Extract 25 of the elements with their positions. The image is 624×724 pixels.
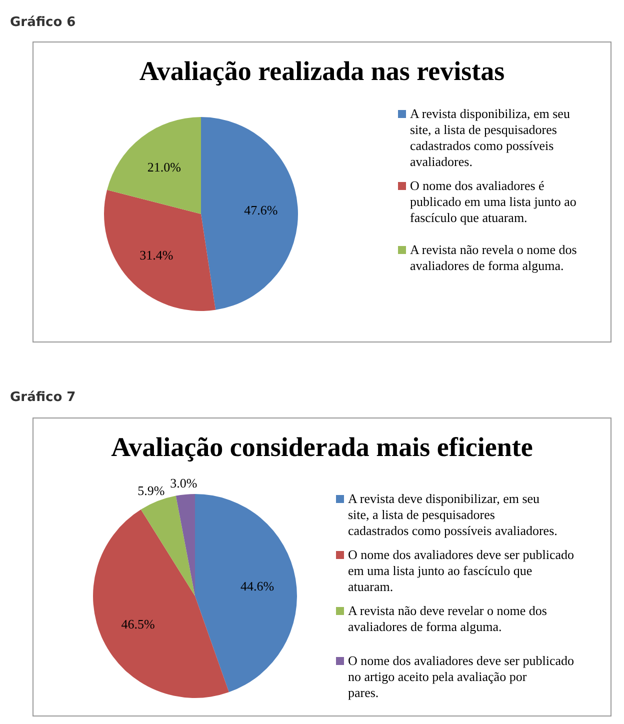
- pie-slice: [140, 496, 195, 596]
- text: Gráfico 7: [10, 390, 76, 405]
- pie-slice: [93, 510, 229, 698]
- data-label: 47.6%: [244, 202, 278, 218]
- legend-label: A revista não revela o nome dos avaliadores de forma alguma.: [410, 242, 577, 273]
- text: Avaliação considerada mais eficiente: [111, 432, 533, 462]
- legend-label: A revista disponibiliza, em seu site, a lista de pesquisadores cadastrados como possíveis avaliadores.: [410, 106, 570, 169]
- data-label: 3.0%: [170, 476, 198, 491]
- legend-label: O nome dos avaliadores deve ser publicado em uma lista junto ao fascículo que atuaram.: [348, 547, 574, 594]
- pie-slice: [176, 494, 195, 596]
- chart-title: Avaliação realizada nas revistas: [139, 56, 505, 86]
- pie-slice: [107, 117, 201, 214]
- data-label: 46.5%: [121, 616, 155, 632]
- text: Gráfico 6: [10, 15, 76, 30]
- pie-slice: [104, 190, 216, 311]
- data-label: 44.6%: [240, 578, 274, 594]
- pie-slice: [195, 494, 297, 692]
- pie-slice: [201, 117, 298, 310]
- data-label: 21.0%: [147, 159, 182, 174]
- legend-label: O nome dos avaliadores deve ser publicado no artigo aceito pela avaliação por pares.: [348, 653, 574, 700]
- legend-label: A revista não deve revelar o nome dos avaliadores de forma alguma.: [348, 603, 547, 634]
- data-label: 5.9%: [138, 482, 165, 498]
- legend-label: O nome dos avaliadores é publicado em uma lista junto ao fascículo que atuaram.: [410, 178, 576, 225]
- data-label: 31.4%: [140, 247, 174, 262]
- legend-label: A revista deve disponibilizar, em seu site, a lista de pesquisadores cadastrados como possíveis avaliadores.: [348, 491, 558, 538]
